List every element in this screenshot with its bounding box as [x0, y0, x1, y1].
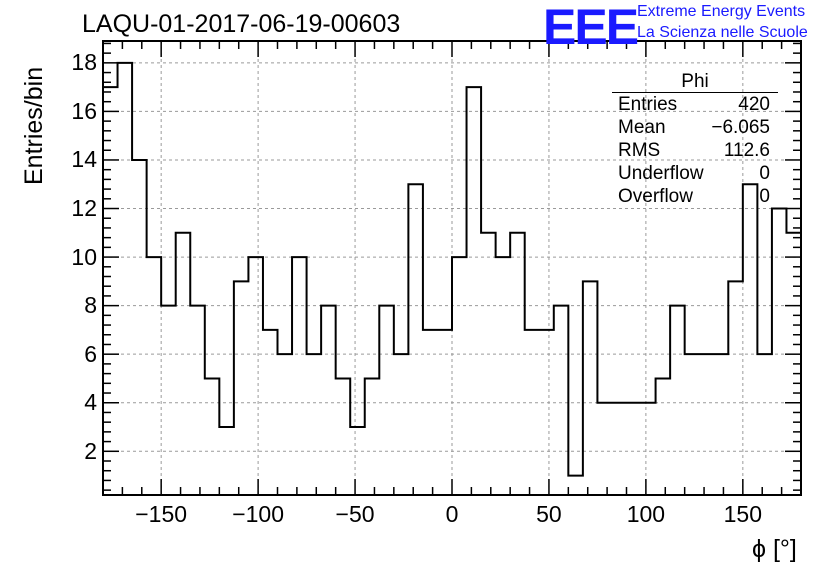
stats-label: RMS: [618, 140, 661, 161]
y-axis-label: Entries/bin: [20, 66, 48, 185]
histogram-bin: [612, 403, 627, 495]
stats-value: 112.6: [723, 140, 770, 161]
histogram-bin: [481, 233, 496, 495]
histogram-bin: [743, 184, 758, 495]
x-tick-label: 100: [626, 501, 666, 527]
y-tick-label: 2: [84, 437, 97, 464]
histogram-bin: [714, 354, 729, 495]
stats-label: Entries: [618, 94, 678, 115]
histogram-bin: [728, 281, 743, 495]
histogram-bin: [292, 257, 307, 495]
logo-line-1: Extreme Energy Events: [637, 3, 806, 20]
stats-value: 0: [759, 186, 770, 207]
stats-row: Underflow 0: [612, 162, 778, 185]
histogram-bin: [685, 354, 700, 495]
histogram-bin: [248, 257, 263, 495]
x-tick-label: 150: [723, 501, 763, 527]
axis-ticks: [102, 41, 802, 495]
histogram-bin: [496, 257, 511, 495]
stats-label: Mean: [618, 117, 666, 138]
histogram-outline: [103, 61, 801, 477]
y-tick-label: 6: [84, 340, 97, 367]
histogram-bin: [627, 403, 642, 495]
stats-row: Overflow 0: [612, 185, 778, 208]
y-tick-label: 18: [71, 49, 97, 76]
stats-value: −6.065: [711, 117, 770, 138]
histogram-bin: [772, 209, 787, 495]
stats-row: RMS 112.6: [612, 139, 778, 162]
histogram-bin: [278, 354, 293, 495]
histogram-bin: [568, 476, 583, 495]
stats-row: Mean −6.065: [612, 116, 778, 139]
logo-line-2: La Scienza nelle Scuole: [637, 24, 808, 41]
histogram-bin: [350, 427, 365, 495]
y-tick-label: 14: [71, 146, 97, 173]
stats-title: Phi: [681, 71, 709, 92]
x-tick-label: −100: [232, 501, 285, 527]
histogram-bin: [394, 354, 409, 495]
histogram-bin: [554, 306, 569, 495]
histogram-bin: [336, 378, 351, 495]
histogram-bin: [452, 257, 467, 495]
y-tick-label: 10: [71, 243, 97, 270]
histogram-bin: [321, 306, 336, 495]
histogram-bin: [176, 233, 191, 495]
histogram-bin: [161, 306, 176, 495]
histogram-bin: [408, 184, 423, 495]
x-tick-label: 50: [536, 501, 562, 527]
x-tick-label: 0: [445, 501, 459, 527]
y-tick-label: 8: [84, 292, 97, 319]
histogram-bin: [583, 281, 598, 495]
histogram-bin: [656, 378, 671, 495]
histogram-bin: [219, 427, 234, 495]
histogram-bin: [190, 306, 205, 495]
histogram-bin: [670, 306, 685, 495]
stats-value: 0: [759, 163, 770, 184]
stats-row: Entries 420: [612, 93, 778, 116]
histogram-bin: [365, 378, 380, 495]
histogram-bin: [641, 403, 656, 495]
histogram-bin: [699, 354, 714, 495]
stats-divider: [612, 92, 778, 93]
histogram-bin: [510, 233, 525, 495]
eee-logo: EEE: [543, 0, 639, 55]
x-tick-label: −50: [335, 501, 375, 527]
histogram-bin: [118, 63, 133, 495]
histogram-bin: [379, 306, 394, 495]
histogram-bin: [597, 403, 612, 495]
stats-label: Underflow: [618, 163, 704, 184]
y-tick-label: 4: [84, 389, 97, 416]
chart-title: LAQU-01-2017-06-19-00603: [82, 10, 401, 38]
stats-box: Phi Entries 420 Mean −6.065 RMS 112.6 Un…: [612, 72, 778, 208]
y-tick-label: 16: [71, 97, 97, 124]
histogram-bin: [757, 354, 772, 495]
histogram-bin: [234, 281, 249, 495]
histogram-bin: [307, 354, 322, 495]
x-axis-label: ϕ [°]: [752, 535, 797, 563]
stats-value: 420: [738, 94, 770, 115]
stats-label: Overflow: [618, 186, 693, 207]
y-tick-label: 12: [71, 195, 97, 222]
histogram-bin: [103, 87, 118, 495]
histogram-bin: [467, 87, 482, 495]
histogram-bin: [147, 257, 162, 495]
histogram-bin: [205, 378, 220, 495]
histogram-bin: [132, 160, 147, 495]
x-tick-label: −150: [135, 501, 188, 527]
